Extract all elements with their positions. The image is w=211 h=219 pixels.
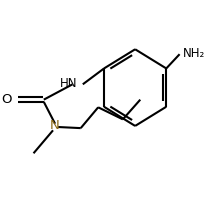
Text: HN: HN [60,77,78,90]
Text: N: N [50,119,60,132]
Text: NH₂: NH₂ [183,47,206,60]
Text: O: O [1,93,12,106]
